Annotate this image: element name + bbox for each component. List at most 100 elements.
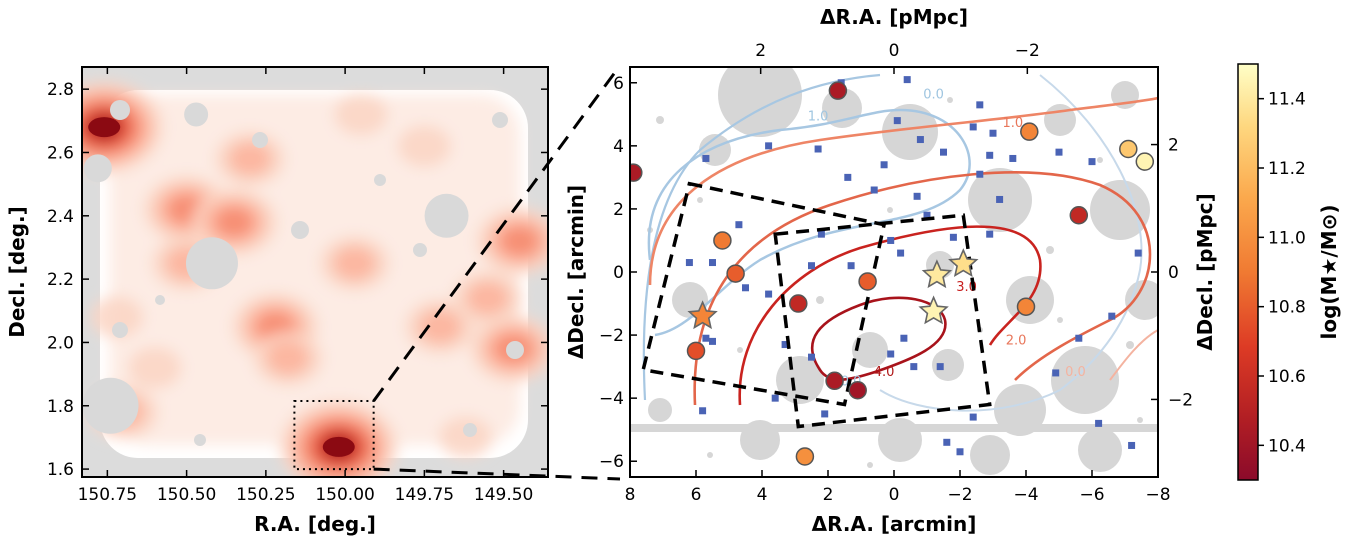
small-source-35: [709, 337, 716, 345]
small-source-20: [996, 195, 1004, 203]
right-x-tick-label-2: 4: [757, 485, 768, 505]
left-y-tick-label-1: 1.8: [47, 397, 74, 417]
small-source-7: [940, 148, 947, 156]
density-peak-13-level-1: [90, 296, 144, 338]
left-x-tick-label-5: 149.50: [474, 485, 533, 505]
small-source-48: [821, 410, 829, 418]
small-source-50: [699, 407, 707, 415]
small-source-23: [817, 230, 825, 238]
right-y-tick-label-5: 4: [613, 137, 624, 157]
right-y-tick-label-1: −4: [599, 389, 624, 409]
massive-galaxy-13: [1016, 297, 1036, 316]
small-source-41: [936, 363, 944, 371]
right-x2-tick-label-0: 2: [755, 41, 766, 61]
small-source-43: [943, 438, 951, 446]
small-source-46: [1075, 334, 1083, 342]
small-source-33: [765, 290, 773, 298]
right-x2-tick-label-2: −2: [1015, 41, 1040, 61]
contour-label-5: 4.0: [874, 365, 895, 380]
small-source-42: [969, 413, 977, 421]
small-source-17: [976, 170, 984, 178]
small-source-29: [847, 262, 855, 270]
density-contours: [642, 73, 1158, 412]
small-source-12: [814, 145, 822, 153]
contour-label-1: 0.0: [923, 88, 944, 103]
density-peak-9-level-2: [418, 309, 462, 344]
right-axis-ticks: 8 6 4 2 0 −2 −4 −6 −8 −6 −4 −2 0 2 4 6 2 0 −2 2 0 −2: [599, 41, 1193, 505]
small-source-15: [880, 161, 888, 169]
small-sources: [685, 76, 1142, 456]
colorbar: 10.4 10.6 10.8 11.0 11.2 11.4 log(M★/M⊙): [1237, 63, 1341, 481]
small-source-5: [989, 129, 997, 137]
mask-spot-1: [252, 132, 268, 148]
left-y-tick-label-4: 2.4: [47, 207, 74, 227]
small-source-19: [913, 192, 921, 200]
left-x-tick-label-1: 150.50: [157, 485, 216, 505]
massive-galaxy-7: [726, 264, 745, 283]
star-marker-1: [921, 259, 953, 289]
left-axis-ticks: 150.75 150.50 150.25 150.00 149.75 149.50 1.6 1…: [47, 67, 548, 505]
massive-galaxy-10: [686, 341, 706, 361]
right-y-tick-label-2: −2: [599, 326, 624, 346]
right-x-tick-label-4: 0: [889, 485, 900, 505]
mask-spot-8: [155, 295, 165, 305]
left-y-axis-label: Decl. [deg.]: [5, 206, 29, 338]
small-source-1: [903, 76, 911, 84]
massive-galaxy-0: [828, 81, 848, 100]
colorbar-tick-label-2: 10.8: [1268, 298, 1306, 318]
density-peak-18-level-1: [439, 416, 493, 459]
massive-galaxy-4: [1135, 152, 1155, 171]
massive-galaxy-3: [1119, 139, 1138, 159]
contour-labels: 1.00.01.03.02.04.0 0.00.0: [808, 88, 1086, 390]
right-y-tick-label-0: −6: [599, 452, 624, 472]
small-source-49: [771, 394, 779, 402]
colorbar-tick-label-5: 11.4: [1268, 90, 1306, 110]
right-y2-tick-label-1: 0: [1168, 263, 1179, 283]
massive-galaxy-9: [858, 272, 877, 291]
left-x-axis-label: R.A. [deg.]: [254, 512, 376, 536]
right-y2-tick-label-0: 2: [1168, 136, 1179, 156]
right-x-tick-label-5: −2: [947, 485, 972, 505]
small-source-32: [742, 284, 749, 292]
density-peak-11-level-3: [500, 226, 539, 256]
survey-box-1: [773, 213, 992, 429]
mask-spot-9: [374, 174, 386, 186]
right-top-axis-label: ΔR.A. [pMpc]: [820, 5, 968, 29]
right-mask-regions: [630, 67, 1158, 475]
density-peak-3-level-3: [215, 207, 254, 237]
small-source-28: [808, 262, 815, 270]
mask-spot-10: [506, 341, 524, 359]
contour-label-2: 1.0: [1002, 116, 1023, 131]
contour-0.0-pink: [1109, 329, 1158, 381]
mask-region-3: [83, 154, 112, 183]
small-source-36: [781, 341, 789, 349]
star-marker-3: [918, 295, 949, 325]
density-peak-8-level-2: [333, 246, 376, 280]
small-source-40: [910, 363, 918, 371]
left-y-tick-label-0: 1.6: [47, 460, 74, 480]
survey-box-0: [641, 181, 887, 407]
mask-spot-7: [492, 112, 508, 128]
left-y-tick-label-3: 2.2: [47, 270, 74, 290]
colorbar-tick-label-1: 10.6: [1268, 367, 1306, 387]
right-x-tick-label-7: −6: [1079, 485, 1104, 505]
small-source-2: [976, 101, 984, 109]
massive-galaxy-8: [789, 294, 808, 313]
mask-region-4: [184, 102, 209, 127]
small-source-8: [986, 151, 994, 159]
star-marker-2: [948, 248, 979, 278]
density-peak-12-level-2: [466, 281, 509, 315]
left-x-tick-label-3: 150.00: [315, 485, 374, 505]
right-x-axis-label: ΔR.A. [arcmin]: [812, 512, 977, 536]
small-source-45: [1128, 441, 1136, 449]
small-source-44: [956, 448, 964, 456]
left-y-tick-label-2: 2.0: [47, 333, 74, 353]
right-panel: 1.00.01.03.02.04.0 0.00.0 8 6 4 2 0 −2 −4 −6 −8−6…: [564, 5, 1217, 536]
right-y-tick-label-4: 2: [613, 200, 624, 220]
contour-2.0-orange: [693, 171, 1152, 406]
right-y-tick-label-3: 0: [613, 263, 624, 283]
mask-region-1: [424, 193, 469, 238]
survey-boxes: [641, 181, 992, 429]
density-core-0: [88, 117, 121, 138]
